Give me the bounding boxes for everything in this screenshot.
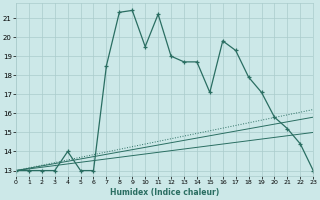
X-axis label: Humidex (Indice chaleur): Humidex (Indice chaleur) xyxy=(110,188,219,197)
